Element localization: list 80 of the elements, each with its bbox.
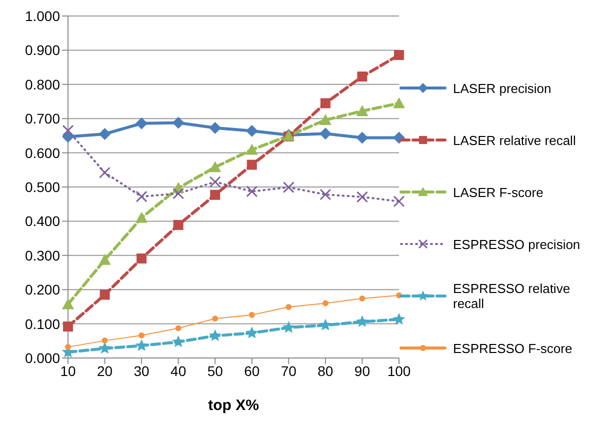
point xyxy=(210,190,220,200)
x-tick-label: 90 xyxy=(354,362,370,379)
y-tick-label: 0.900 xyxy=(24,42,60,58)
point xyxy=(356,315,368,328)
point xyxy=(62,298,74,310)
y-tick-label: 1.000 xyxy=(24,8,60,24)
x-tick-label: 70 xyxy=(280,362,297,379)
y-tick-label: 0.600 xyxy=(24,144,60,161)
point xyxy=(392,312,406,325)
point xyxy=(246,326,258,338)
point xyxy=(282,321,295,333)
y-tick-label: 0.200 xyxy=(24,282,60,298)
y-tick-label: 0.700 xyxy=(24,110,60,127)
point xyxy=(172,335,185,348)
point xyxy=(63,322,73,332)
point xyxy=(208,329,222,342)
point xyxy=(99,166,111,178)
point xyxy=(136,117,148,130)
point xyxy=(282,182,294,194)
point xyxy=(98,342,111,354)
x-tick-label: 30 xyxy=(134,362,150,379)
point xyxy=(136,253,147,264)
point xyxy=(320,188,332,200)
point xyxy=(209,122,222,134)
point xyxy=(359,295,366,302)
x-tick-label: 40 xyxy=(170,362,186,379)
point xyxy=(246,124,258,137)
point xyxy=(98,128,111,140)
point xyxy=(246,160,257,170)
point xyxy=(319,318,332,330)
point xyxy=(286,304,292,310)
point xyxy=(172,116,184,129)
y-tick-label: 0.400 xyxy=(24,213,60,230)
point xyxy=(356,105,368,116)
point xyxy=(357,72,368,82)
legend-label: LASER F-score xyxy=(453,184,544,200)
x-tick-label: 100 xyxy=(387,362,411,379)
point xyxy=(65,344,71,350)
point xyxy=(320,98,330,108)
point xyxy=(248,312,255,318)
point xyxy=(319,128,332,140)
point xyxy=(319,114,332,125)
point xyxy=(62,124,74,136)
y-tick-label: 0.100 xyxy=(24,316,60,332)
legend-label: ESPRESSO relative recall xyxy=(453,281,572,311)
point xyxy=(135,339,148,351)
point xyxy=(209,161,222,172)
point xyxy=(209,176,221,188)
legend-label: LASER relative recall xyxy=(453,132,577,148)
y-tick-label: 0.800 xyxy=(24,76,60,92)
x-tick-label: 60 xyxy=(244,362,260,379)
point xyxy=(100,290,110,300)
point xyxy=(172,188,184,200)
x-tick-label: 10 xyxy=(60,362,76,379)
legend-label: ESPRESSO precision xyxy=(453,236,582,252)
point xyxy=(138,332,145,338)
point xyxy=(393,196,405,208)
y-tick-label: 0.000 xyxy=(24,350,60,366)
point xyxy=(212,316,218,322)
point xyxy=(102,338,108,344)
point xyxy=(175,325,182,332)
point xyxy=(356,191,368,203)
point xyxy=(98,254,111,265)
x-tick-label: 80 xyxy=(318,362,334,379)
x-tick-label: 20 xyxy=(96,362,113,379)
point xyxy=(393,97,405,108)
y-tick-label: 0.300 xyxy=(24,247,60,264)
legend-label: LASER precision xyxy=(453,80,552,96)
point xyxy=(173,220,184,230)
x-axis-title: top X% xyxy=(208,397,259,414)
point xyxy=(246,144,258,155)
point xyxy=(356,132,368,144)
legend-label: ESPRESSO F-score xyxy=(453,340,574,356)
point xyxy=(322,300,328,306)
y-tick-label: 0.500 xyxy=(24,178,60,195)
point xyxy=(136,212,148,223)
point xyxy=(246,186,258,198)
point xyxy=(394,50,404,60)
x-tick-label: 50 xyxy=(207,362,224,379)
point xyxy=(136,190,148,202)
